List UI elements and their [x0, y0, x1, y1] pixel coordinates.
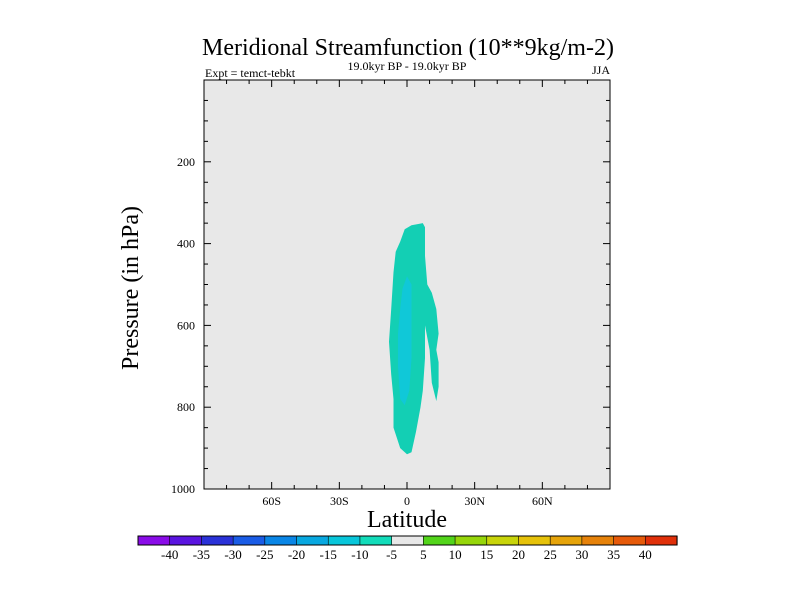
- colorbar-swatch-8: [391, 535, 424, 546]
- x-tick-label-60S: 60S: [262, 494, 281, 508]
- y-tick-label-600: 600: [177, 318, 195, 332]
- chart-title: Meridional Streamfunction (10**9kg/m-2): [202, 35, 614, 61]
- colorbar-label-15: 40: [639, 547, 652, 562]
- colorbar-label-9: 10: [449, 547, 462, 562]
- colorbar-label-0: -40: [161, 547, 178, 562]
- colorbar-swatch-2: [201, 535, 234, 546]
- colorbar-swatch-14: [581, 535, 615, 546]
- colorbar-swatch-10: [454, 535, 488, 546]
- colorbar-label-8: 5: [420, 547, 427, 562]
- colorbar-swatch-0: [137, 535, 171, 546]
- colorbar-frame: [137, 535, 678, 546]
- contour-layer: [389, 223, 439, 455]
- colorbar-label-3: -25: [256, 547, 273, 562]
- y-tick-label-800: 800: [177, 400, 195, 414]
- x-tick-label-30S: 30S: [330, 494, 349, 508]
- colorbar-swatch-13: [549, 535, 583, 546]
- y-tick-label-400: 400: [177, 237, 195, 251]
- axis-ticks: 200 400 600 800 1000 60S 30S 0 30N 60N: [171, 80, 610, 508]
- y-axis-label: Pressure (in hPa): [118, 206, 144, 370]
- colorbar-label-4: -20: [288, 547, 305, 562]
- colorbar-swatch-15: [613, 535, 646, 546]
- colorbar-swatch-11: [486, 535, 520, 546]
- colorbar-swatch-3: [232, 535, 266, 546]
- season-label: JJA: [592, 63, 610, 77]
- colorbar: -40 -35 -30 -25 -20 -15 -10 -5 5 10 15 20 25 30 35 40: [137, 535, 678, 562]
- x-tick-label-60N: 60N: [532, 494, 553, 508]
- colorbar-label-7: -5: [386, 547, 397, 562]
- colorbar-swatch-7: [359, 535, 393, 546]
- colorbar-label-12: 25: [544, 547, 557, 562]
- y-tick-label-1000: 1000: [171, 482, 195, 496]
- colorbar-label-14: 35: [607, 547, 620, 562]
- colorbar-label-1: -35: [193, 547, 210, 562]
- colorbar-swatch-1: [169, 535, 203, 546]
- colorbar-swatch-12: [518, 535, 551, 546]
- colorbar-label-5: -15: [320, 547, 337, 562]
- colorbar-label-11: 20: [512, 547, 525, 562]
- colorbar-swatch-16: [644, 535, 678, 546]
- colorbar-swatch-4: [264, 535, 298, 546]
- x-tick-label-0: 0: [404, 494, 410, 508]
- x-axis-label: Latitude: [367, 507, 447, 533]
- chart-subtitle: 19.0kyr BP - 19.0kyr BP: [348, 59, 467, 73]
- colorbar-label-10: 15: [480, 547, 493, 562]
- colorbar-swatch-6: [327, 535, 361, 546]
- x-tick-label-30N: 30N: [464, 494, 485, 508]
- colorbar-label-6: -10: [351, 547, 368, 562]
- colorbar-swatch-5: [296, 535, 329, 546]
- colorbar-label-2: -30: [224, 547, 241, 562]
- colorbar-label-13: 30: [575, 547, 588, 562]
- y-tick-label-200: 200: [177, 155, 195, 169]
- colorbar-swatch-9: [423, 535, 456, 546]
- contour-region-1: [398, 276, 412, 406]
- experiment-label: Expt = temct-tebkt: [205, 66, 296, 80]
